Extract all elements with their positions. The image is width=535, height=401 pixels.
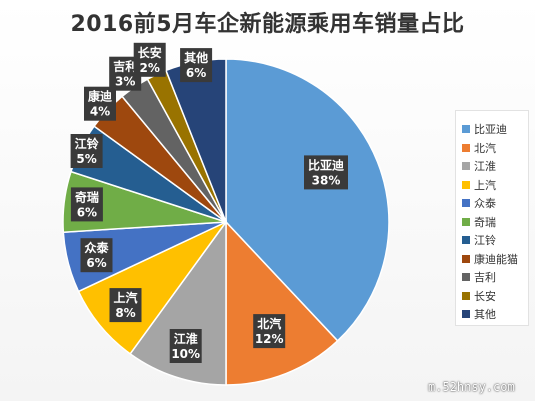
legend-label: 吉利 <box>474 271 496 284</box>
legend-swatch <box>462 125 470 133</box>
slice-label-box <box>84 86 116 121</box>
slice-label-box <box>253 314 286 349</box>
legend-label: 其他 <box>474 308 496 321</box>
slice-label-5: 奇瑞6% <box>70 187 103 222</box>
legend-item: 比亚迪 <box>462 121 507 137</box>
legend-item: 众泰 <box>462 195 496 211</box>
legend-item: 上汽 <box>462 177 496 193</box>
legend-label: 北汽 <box>474 141 496 155</box>
legend-item: 吉利 <box>462 269 496 285</box>
slice-category-label: 长安 <box>138 45 162 60</box>
legend-swatch <box>462 273 470 281</box>
slice-category-label: 江淮 <box>174 331 198 346</box>
slice-label-box <box>70 134 103 168</box>
legend-item: 康迪能猫 <box>462 251 518 267</box>
slice-category-label: 奇瑞 <box>75 189 99 204</box>
slice-label-4: 众泰6% <box>80 238 113 273</box>
slice-label-7: 康迪4% <box>84 86 116 121</box>
legend-label: 比亚迪 <box>474 123 507 136</box>
legend-swatch <box>462 254 470 263</box>
pie-slice-2 <box>129 219 227 386</box>
legend-label: 长安 <box>474 289 496 303</box>
legend-item: 江淮 <box>462 158 496 174</box>
legend-swatch <box>462 236 470 244</box>
slice-label-9: 长安2% <box>133 42 166 77</box>
legend-item: 奇瑞 <box>462 214 496 230</box>
legend-swatch <box>462 291 470 300</box>
chart-legend: 比亚迪北汽江淮上汽众泰奇瑞江铃康迪能猫吉利长安其他 <box>455 110 529 326</box>
slice-value-label: 6% <box>86 256 106 270</box>
slice-category-label: 众泰 <box>84 240 109 255</box>
legend-label: 奇瑞 <box>474 215 496 229</box>
slice-value-label: 10% <box>171 347 200 361</box>
legend-swatch <box>462 310 470 318</box>
slice-label-box <box>109 288 142 323</box>
legend-item: 长安 <box>462 288 496 304</box>
slice-category-label: 北汽 <box>257 316 281 331</box>
slice-value-label: 38% <box>312 173 341 187</box>
slice-value-label: 3% <box>115 75 135 89</box>
slice-category-label: 吉利 <box>113 59 137 74</box>
slice-label-6: 江铃5% <box>70 134 103 168</box>
legend-item: 北汽 <box>462 140 496 156</box>
legend-swatch <box>462 162 470 170</box>
legend-item: 江铃 <box>462 232 496 248</box>
slice-label-8: 吉利3% <box>109 56 142 91</box>
legend-label: 江淮 <box>474 160 496 173</box>
slice-category-label: 康迪 <box>88 89 112 104</box>
legend-swatch <box>462 143 470 152</box>
slice-label-10: 其他6% <box>180 48 213 83</box>
chart-title: 2016前5月车企新能源乘用车销量占比 <box>70 12 465 37</box>
legend-item: 其他 <box>462 306 496 322</box>
slice-label-box <box>133 42 166 77</box>
slice-category-label: 其他 <box>184 50 208 65</box>
slice-value-label: 12% <box>255 332 284 346</box>
legend-swatch <box>462 180 470 189</box>
slice-category-label: 比亚迪 <box>308 157 344 172</box>
slice-category-label: 上汽 <box>113 290 137 305</box>
slice-value-label: 6% <box>77 205 97 219</box>
slice-label-box <box>70 187 103 222</box>
legend-swatch <box>462 217 470 226</box>
legend-label: 上汽 <box>474 178 496 192</box>
slice-value-label: 8% <box>115 306 135 320</box>
slice-value-label: 5% <box>76 152 96 166</box>
legend-label: 康迪能猫 <box>474 252 518 266</box>
slice-category-label: 江铃 <box>75 136 100 151</box>
legend-label: 众泰 <box>474 197 496 210</box>
slice-label-box <box>180 48 213 83</box>
pie-slice-0 <box>225 58 390 342</box>
legend-label: 江铃 <box>474 234 496 247</box>
watermark-text: m.52hnsy.com <box>428 380 515 394</box>
slice-label-box <box>169 329 202 363</box>
slice-value-label: 2% <box>140 61 160 75</box>
slice-label-box <box>80 238 113 273</box>
slice-label-3: 上汽8% <box>109 288 142 323</box>
slice-value-label: 6% <box>186 66 206 80</box>
slice-label-box <box>304 155 348 190</box>
slice-value-label: 4% <box>90 105 110 119</box>
legend-swatch <box>462 199 470 207</box>
